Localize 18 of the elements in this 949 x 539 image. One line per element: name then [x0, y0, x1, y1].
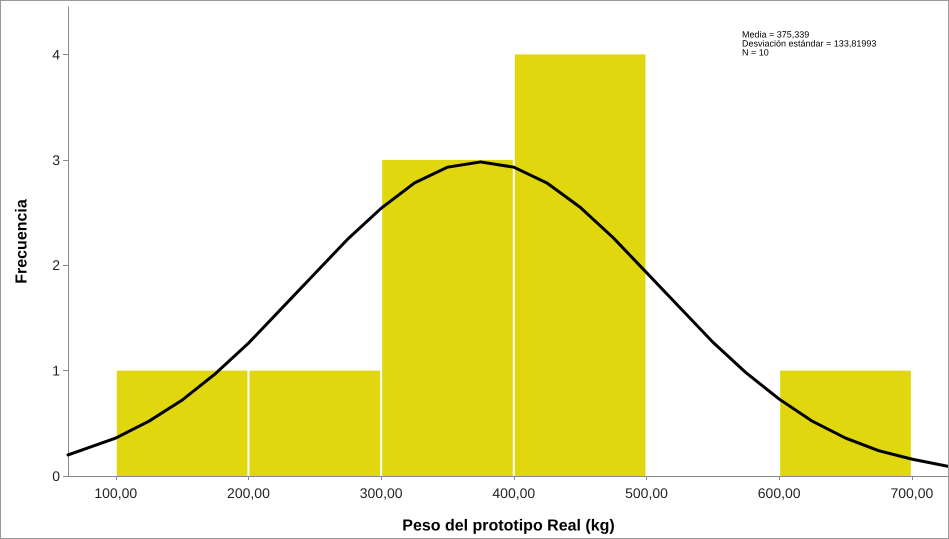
y-tick-label: 1: [52, 362, 60, 379]
y-axis-title: Frecuencia: [14, 199, 30, 284]
x-tick-label: 300,00: [360, 485, 403, 501]
x-tick-label: 600,00: [758, 485, 801, 501]
y-tick-label: 2: [52, 257, 60, 274]
y-tick-label: 3: [52, 152, 60, 168]
x-tick-label: 500,00: [625, 485, 668, 501]
annotation: Desviación estándar = 133,81993: [742, 38, 876, 48]
annotation: N = 10: [742, 48, 769, 58]
annotation: Media = 375,339: [742, 30, 810, 40]
y-tick-label: 4: [52, 46, 60, 62]
x-tick-label: 100,00: [94, 485, 138, 501]
x-axis-title: Peso del prototipo Real (kg): [402, 518, 615, 534]
x-tick-label: 200,00: [227, 485, 270, 501]
x-tick-label: 700,00: [890, 485, 934, 501]
line-series: [66, 160, 949, 468]
y-tick-label: 0: [52, 468, 60, 484]
x-tick-label: 400,00: [492, 485, 536, 501]
